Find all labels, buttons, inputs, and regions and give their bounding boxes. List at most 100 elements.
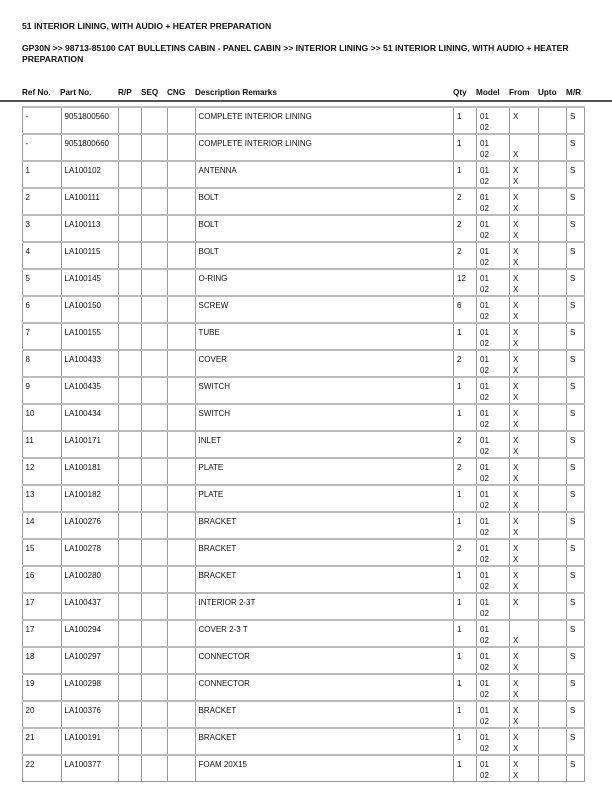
from-cell: X [509,133,539,162]
from: X [513,382,519,391]
qty-cell: 1 [453,619,477,648]
column-header-seq: SEQ [141,88,159,97]
model-cell: 01 02 [476,376,510,405]
qty: 1 [457,652,462,661]
model-cell: 01 02 [476,754,510,782]
description: INTERIOR 2-3T [198,598,256,607]
column-header-from: From [509,88,530,97]
from: X [513,409,519,418]
part-no-cell: LA100377 [60,754,119,782]
mr-cell: S [566,160,585,189]
ref-no: 21 [25,733,35,742]
cng-cell [167,619,196,648]
model: 02 [480,555,489,564]
ref-no: 14 [25,517,35,526]
qty-cell: 1 [453,403,477,432]
description-cell: COVER 2-3 T [194,619,454,648]
from [513,122,538,133]
description: CONNECTOR [198,652,250,661]
column-header-description: Description Remarks [195,88,277,97]
upto-cell [538,241,567,270]
part-no-cell: LA100433 [60,349,119,378]
model: 02 [480,285,489,294]
model-cell: 01 02 [476,187,510,216]
model: 01 [480,139,489,148]
seq-cell [140,457,168,486]
from: X [513,717,519,726]
ref-no: 16 [25,571,35,580]
upto-cell [538,700,567,729]
from: X [513,393,519,402]
upto-cell [538,457,567,486]
model: 02 [480,420,489,429]
part-no-cell: LA100294 [60,619,119,648]
upto-cell [538,565,567,594]
ref-no-cell: 17 [21,592,62,621]
part-no: LA100111 [64,193,100,202]
rp-cell [118,187,142,216]
table-row: 8 LA100433 COVER 2 01 02 X X S [21,349,585,378]
model: 01 [480,652,489,661]
from: X [513,285,519,294]
from: X [513,571,519,580]
cng-cell [167,187,196,216]
qty-cell: 2 [453,241,477,270]
model: 01 [480,166,489,175]
upto-cell [538,727,567,756]
qty-cell: 1 [453,511,477,540]
qty-cell: 1 [453,484,477,513]
ref-no-cell: 9 [21,376,62,405]
qty-cell: 2 [453,349,477,378]
model-cell: 01 02 [476,241,510,270]
description-cell: SWITCH [194,403,454,432]
mr: S [570,409,576,418]
part-no: LA100434 [64,409,101,418]
model: 01 [480,382,489,391]
description-cell: CONNECTOR [194,646,454,675]
description: COVER 2-3 T [198,625,248,634]
ref-no: - [25,112,29,121]
mr: S [570,625,576,634]
description: SWITCH [198,409,231,418]
cng-cell [167,592,196,621]
from: X [513,771,519,780]
mr-cell: S [566,565,585,594]
description: COMPLETE INTERIOR LINING [198,139,312,148]
rp-cell [118,646,142,675]
mr-cell: S [566,187,585,216]
part-no-cell: LA100155 [60,322,119,351]
description-cell: BOLT [194,187,454,216]
qty-cell: 1 [453,322,477,351]
ref-no: 13 [25,490,35,499]
model: 01 [480,112,489,121]
qty: 2 [457,436,462,445]
from: X [513,690,519,699]
mr-cell: S [566,511,585,540]
upto-cell [538,295,567,324]
upto-cell [538,403,567,432]
model: 01 [480,463,489,472]
from: X [513,150,519,159]
seq-cell [140,160,168,189]
rp-cell [118,403,142,432]
description-cell: COMPLETE INTERIOR LINING [194,106,454,135]
rp-cell [118,214,142,243]
table-row: 16 LA100280 BRACKET 1 01 02 X X S [21,565,585,594]
cng-cell [167,403,196,432]
cng-cell [167,754,196,782]
qty: 2 [457,193,462,202]
model: 02 [480,636,489,645]
ref-no-cell: 12 [21,457,62,486]
from: X [513,193,519,202]
qty-cell: 1 [453,133,477,162]
model: 02 [480,312,489,321]
parts-table: -9051800560 COMPLETE INTERIOR LINING 1 01 02… [21,106,585,782]
rp-cell [118,295,142,324]
model-cell: 01 02 [476,133,510,162]
description-cell: BRACKET [194,511,454,540]
description-cell: BRACKET [194,700,454,729]
from: X [513,528,519,537]
rp-cell [118,133,142,162]
model: 02 [480,150,489,159]
